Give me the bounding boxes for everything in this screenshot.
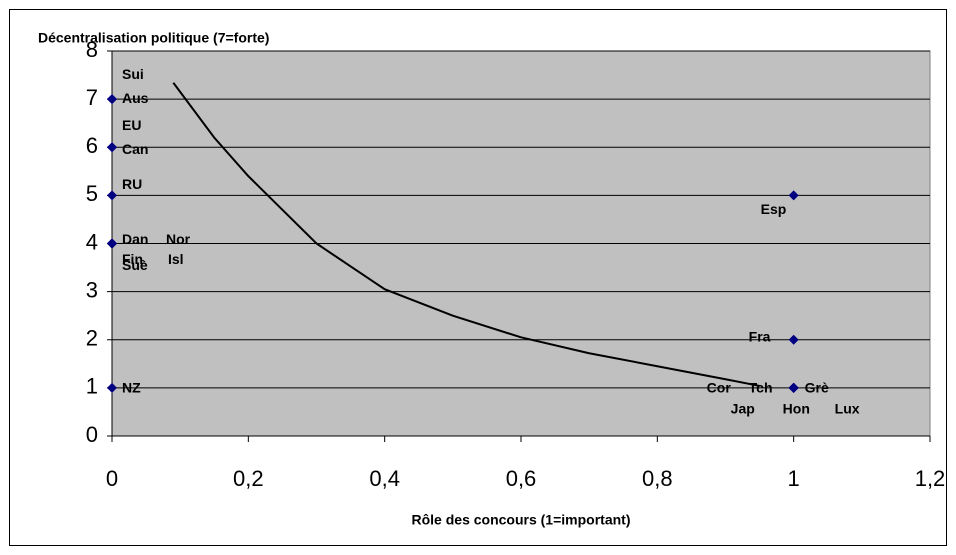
x-tick-label: 1,2 — [915, 466, 946, 491]
data-point — [788, 190, 799, 201]
point-label: Cor — [707, 380, 732, 396]
x-tick-label: 0,6 — [506, 466, 537, 491]
data-point — [107, 94, 117, 105]
y-axis-title: Décentralisation politique (7=forte) — [38, 30, 269, 46]
data-point — [107, 142, 117, 153]
y-tick-label: 8 — [86, 37, 98, 62]
point-label: Hon — [783, 401, 810, 417]
point-label: Tch — [749, 380, 773, 396]
point-label: NZ — [122, 380, 141, 396]
point-label: Nor — [166, 231, 191, 247]
y-tick-label: 2 — [86, 326, 98, 351]
y-tick-label: 0 — [86, 422, 98, 447]
y-tick-label: 7 — [86, 85, 98, 110]
x-tick-label: 0,4 — [369, 466, 400, 491]
point-label: Jap — [731, 401, 755, 417]
trendline — [172, 82, 760, 387]
point-label: Dan — [122, 231, 148, 247]
point-label: Can — [122, 141, 148, 157]
point-label: Fra — [749, 328, 771, 344]
y-tick-label: 3 — [86, 277, 98, 302]
x-tick-label: 1 — [788, 466, 800, 491]
data-point — [788, 382, 799, 393]
data-point — [107, 238, 117, 249]
point-label: Sui — [122, 66, 144, 82]
y-tick-label: 1 — [86, 374, 98, 399]
point-label: Esp — [761, 201, 787, 217]
point-label: Grè — [805, 380, 829, 396]
point-label: Suè — [122, 257, 148, 273]
point-label: EU — [122, 117, 141, 133]
data-point — [788, 334, 799, 345]
data-point — [107, 190, 117, 201]
y-tick-label: 6 — [86, 133, 98, 158]
point-label: Aus — [122, 90, 149, 106]
x-axis-title: Rôle des concours (1=important) — [412, 512, 631, 528]
x-tick-label: 0,2 — [233, 466, 264, 491]
x-tick-label: 0 — [106, 466, 118, 491]
x-tick-label: 0,8 — [642, 466, 673, 491]
data-point — [107, 382, 117, 393]
point-label: Fin — [122, 251, 143, 267]
point-label: Isl — [168, 251, 184, 267]
point-label: RU — [122, 176, 142, 192]
y-tick-label: 4 — [86, 229, 98, 254]
point-label: Lux — [835, 401, 860, 417]
y-tick-label: 5 — [86, 181, 98, 206]
